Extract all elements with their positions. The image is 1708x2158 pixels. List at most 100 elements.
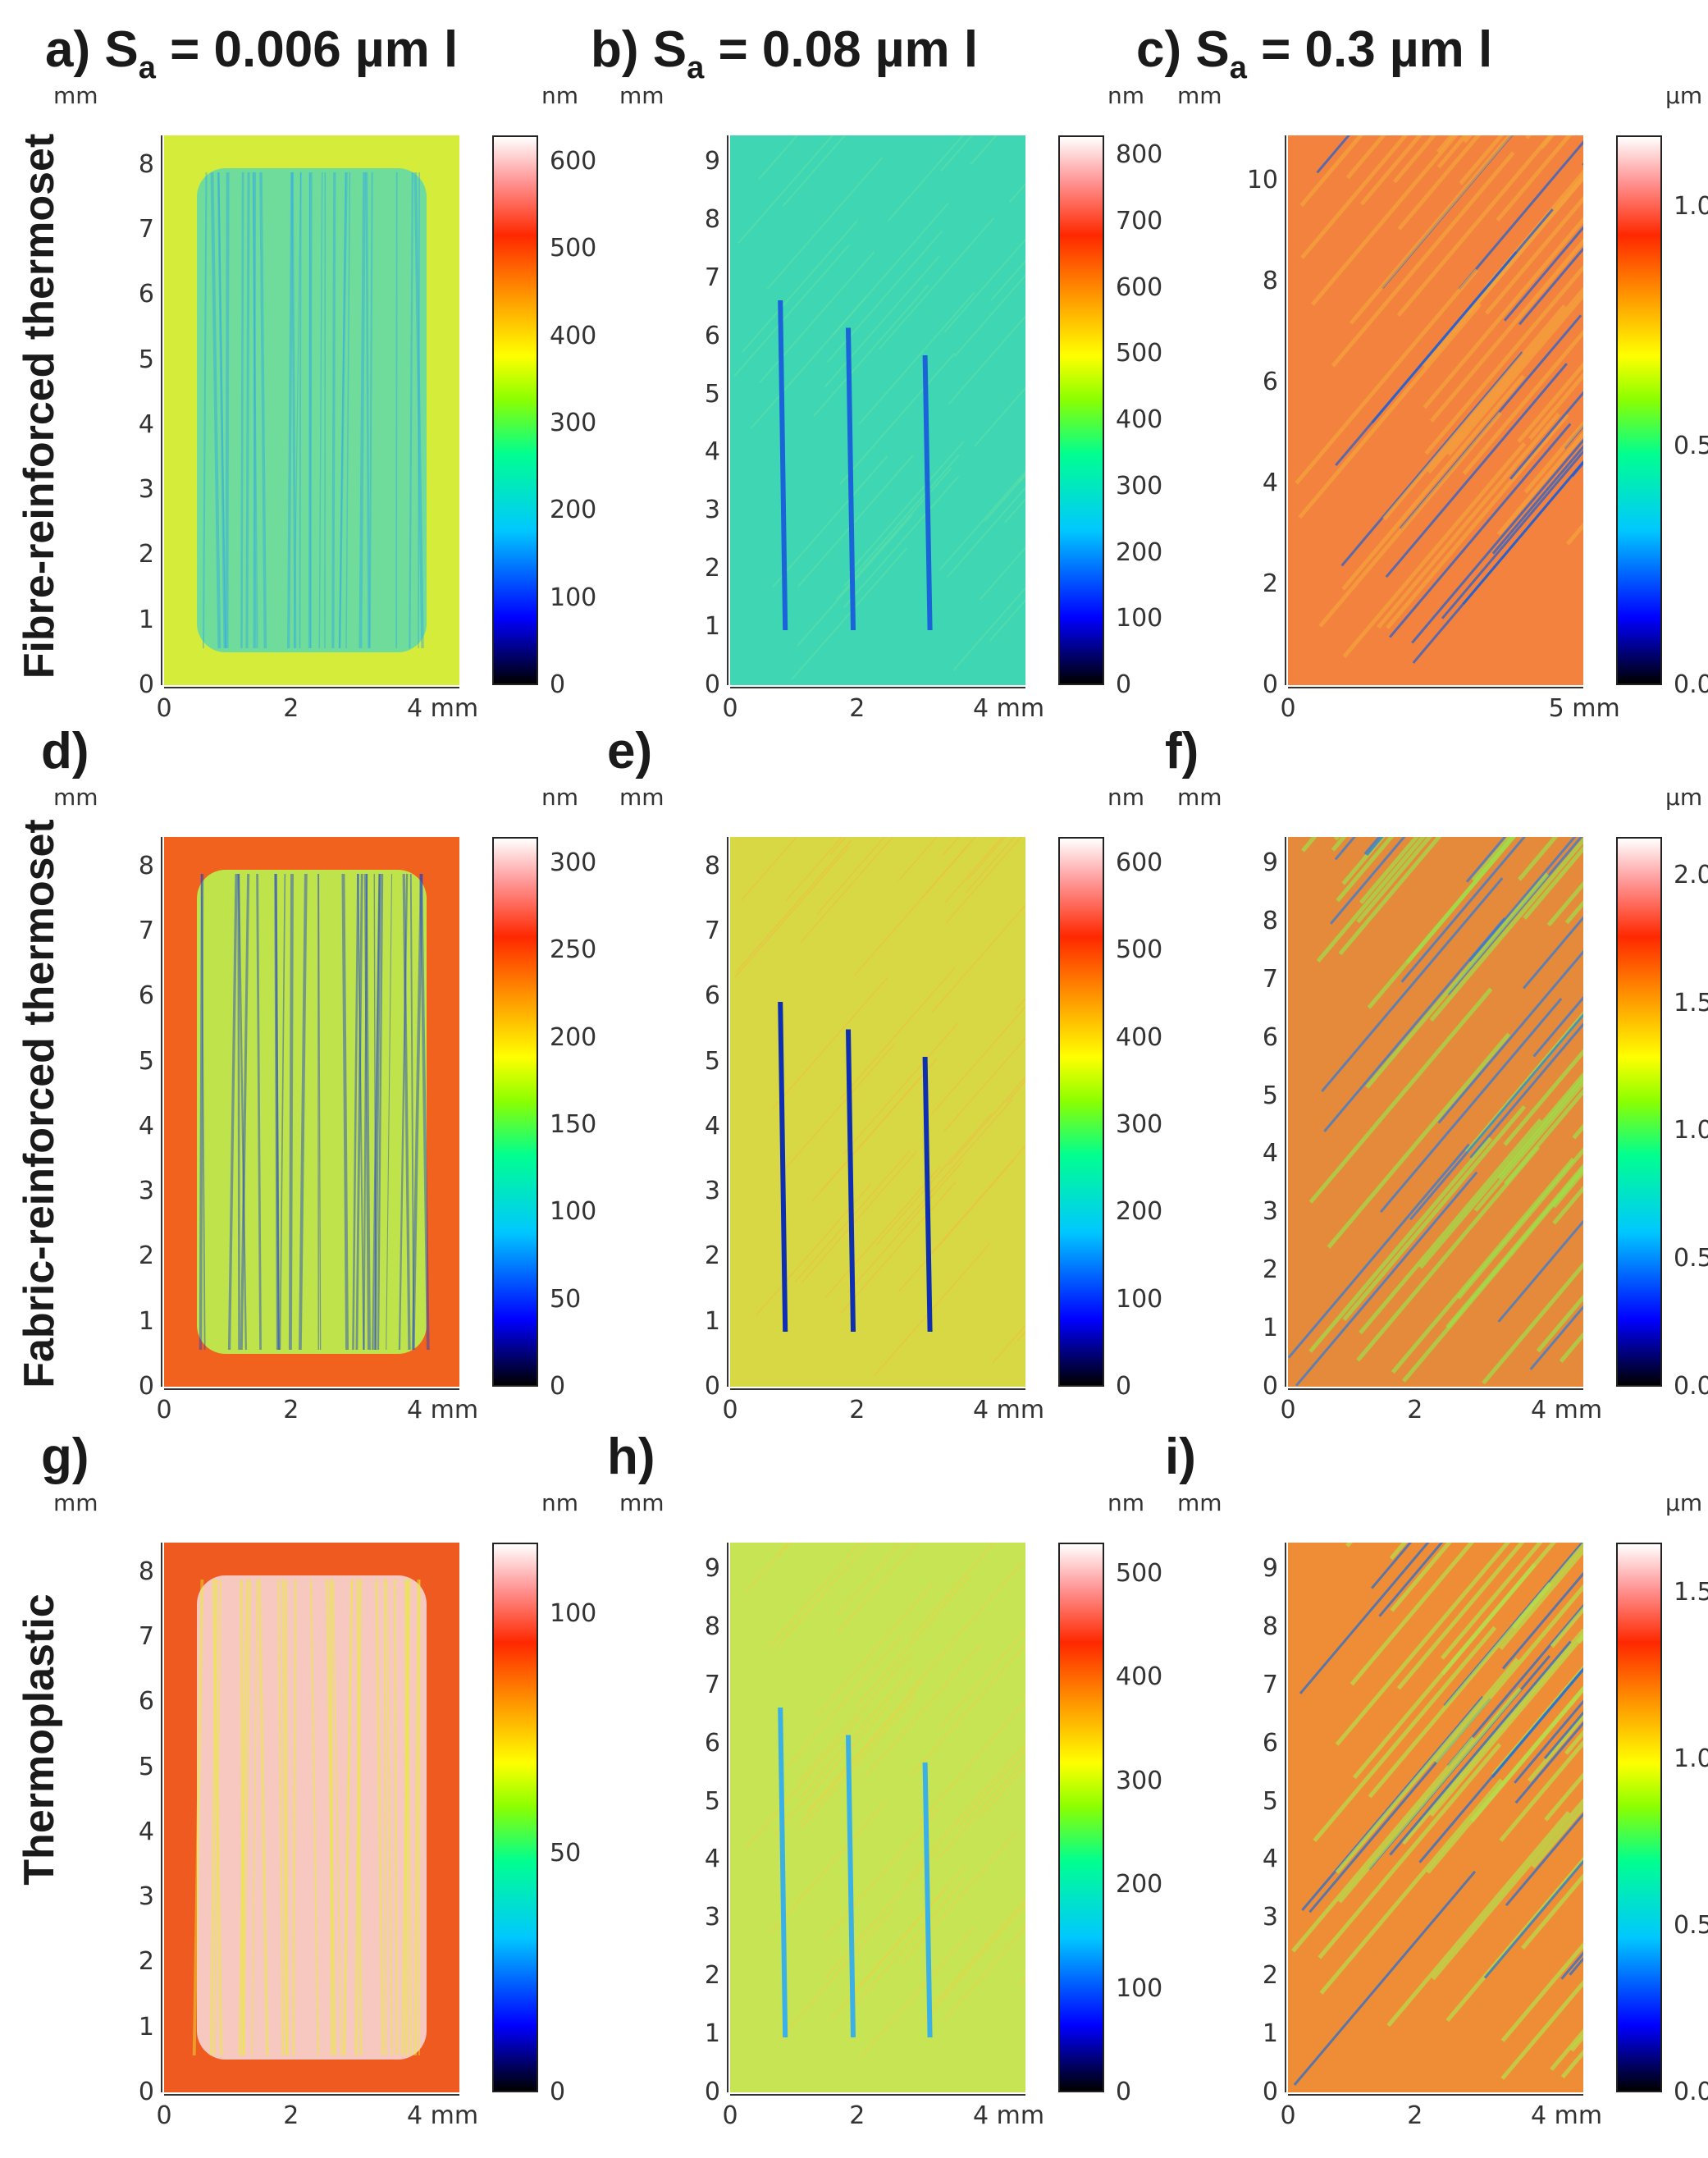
colour-scale-bar xyxy=(1616,837,1662,1387)
panel-label-d: d) xyxy=(41,723,89,780)
axis-unit-label: mm xyxy=(53,784,98,811)
y-tick-label: 3 xyxy=(1262,1903,1278,1932)
scratch-line xyxy=(1389,1640,1572,1856)
x-tick-label: 2 xyxy=(283,2101,299,2130)
surface-streak xyxy=(237,873,240,1351)
y-tick-label: 0 xyxy=(1262,2078,1278,2106)
scratch-line xyxy=(770,1800,887,1934)
scratch-line xyxy=(1335,1657,1519,1874)
surface-streak xyxy=(419,873,430,1351)
scale-tick-label: 100 xyxy=(550,1197,597,1227)
scratch-line xyxy=(798,1666,915,1799)
scratch-line xyxy=(990,259,1025,301)
scratch-line xyxy=(1496,431,1583,536)
scratch-line xyxy=(1483,1859,1583,1979)
scratch-line xyxy=(1323,917,1506,1132)
scratch-line xyxy=(1335,251,1518,467)
scratch-line xyxy=(1523,845,1583,920)
scale-tick-label: 800 xyxy=(1116,140,1163,170)
scale-tick-label: 0.0 xyxy=(1674,1372,1708,1401)
scale-unit-label: nm xyxy=(541,784,579,811)
colour-scale-bar xyxy=(492,837,538,1387)
heading-prefix: c) S xyxy=(1136,21,1230,78)
scratch-line xyxy=(772,455,888,588)
scratch-line xyxy=(1308,987,1493,1204)
scratch-line xyxy=(1390,1543,1452,1612)
scratch-line xyxy=(946,486,1025,578)
scratch-line xyxy=(917,1699,1025,1825)
column-heading-2: b) Sa = 0.08 µm l xyxy=(591,25,978,85)
y-tick-label: 1 xyxy=(138,605,154,634)
scratch-line xyxy=(1401,1628,1583,1845)
wear-groove xyxy=(778,1707,788,2038)
y-tick-label: 5 xyxy=(138,1046,154,1076)
scale-tick-label: 200 xyxy=(1116,1197,1163,1227)
y-tick-label: 0 xyxy=(704,2078,720,2106)
x-axis xyxy=(730,687,1025,688)
y-tick-label: 4 xyxy=(1262,469,1278,498)
scratch-line xyxy=(1546,880,1583,927)
y-tick-label: 6 xyxy=(704,321,720,350)
surface-streak xyxy=(237,873,247,1351)
surface-streak xyxy=(355,873,363,1351)
scratch-line xyxy=(1550,2028,1583,2071)
y-tick-label: 3 xyxy=(704,1177,720,1206)
scale-tick-label: 0.0 xyxy=(1674,670,1708,699)
map-background xyxy=(730,135,1025,685)
scale-tick-label: 600 xyxy=(550,146,597,176)
y-tick-label: 3 xyxy=(138,1882,154,1912)
y-tick-label: 8 xyxy=(1262,267,1278,296)
y-tick-label: 5 xyxy=(1262,1081,1278,1110)
scratch-line xyxy=(1397,135,1482,231)
surface-streak xyxy=(308,171,313,649)
surface-streak xyxy=(341,873,349,1351)
scratch-line xyxy=(791,547,907,680)
scratch-line xyxy=(1310,135,1459,306)
y-axis xyxy=(161,135,162,685)
scale-tick-label: 250 xyxy=(550,935,597,965)
y-tick-label: 3 xyxy=(138,475,154,505)
surface-streak xyxy=(418,1579,421,2056)
surface-streak xyxy=(240,873,250,1351)
scratch-line xyxy=(940,135,974,172)
surface-streak xyxy=(395,171,398,649)
y-tick-label: 4 xyxy=(138,1817,154,1846)
y-tick-label: 2 xyxy=(138,540,154,569)
scratch-line xyxy=(1418,1072,1583,1269)
scratch-line xyxy=(733,845,850,979)
y-tick-label: 2 xyxy=(1262,569,1278,599)
y-tick-label: 4 xyxy=(138,1111,154,1141)
y-tick-label: 7 xyxy=(704,263,720,292)
scale-tick-label: 400 xyxy=(550,321,597,350)
scratch-line xyxy=(966,837,1007,880)
scratch-line xyxy=(1441,1543,1556,1676)
scratch-line xyxy=(1521,1873,1583,1950)
y-tick-label: 5 xyxy=(704,1786,720,1816)
wear-groove xyxy=(846,327,856,631)
y-tick-label: 9 xyxy=(704,1553,720,1583)
scratch-line xyxy=(930,1005,1025,1115)
scratch-line xyxy=(1437,949,1583,1124)
scratch-line xyxy=(1342,441,1527,658)
surface-streak xyxy=(240,1579,245,2056)
scratch-line xyxy=(1308,1136,1493,1353)
x-tick-label: 4 mm xyxy=(973,2101,1045,2130)
scratch-line xyxy=(799,837,894,944)
scratch-line xyxy=(1446,1603,1583,1767)
row-label-2: Fabric-reinforced thermoset xyxy=(16,819,63,1388)
axis-unit-label: mm xyxy=(1177,82,1222,109)
map-background xyxy=(1288,135,1583,685)
scratch-line xyxy=(1427,286,1583,474)
scratch-line xyxy=(842,1022,959,1155)
y-tick-label: 0 xyxy=(704,1372,720,1401)
height-map-d xyxy=(164,837,459,1387)
heading-prefix: b) S xyxy=(591,21,687,78)
scratch-line xyxy=(1342,1104,1527,1322)
panel-label-h: h) xyxy=(607,1429,655,1485)
scratch-line xyxy=(970,135,998,166)
scratch-line xyxy=(1456,1147,1583,1300)
scratch-line xyxy=(1429,837,1583,1022)
scratch-line xyxy=(1288,1143,1470,1359)
y-tick-label: 6 xyxy=(138,1687,154,1717)
scratch-line xyxy=(797,1651,913,1784)
